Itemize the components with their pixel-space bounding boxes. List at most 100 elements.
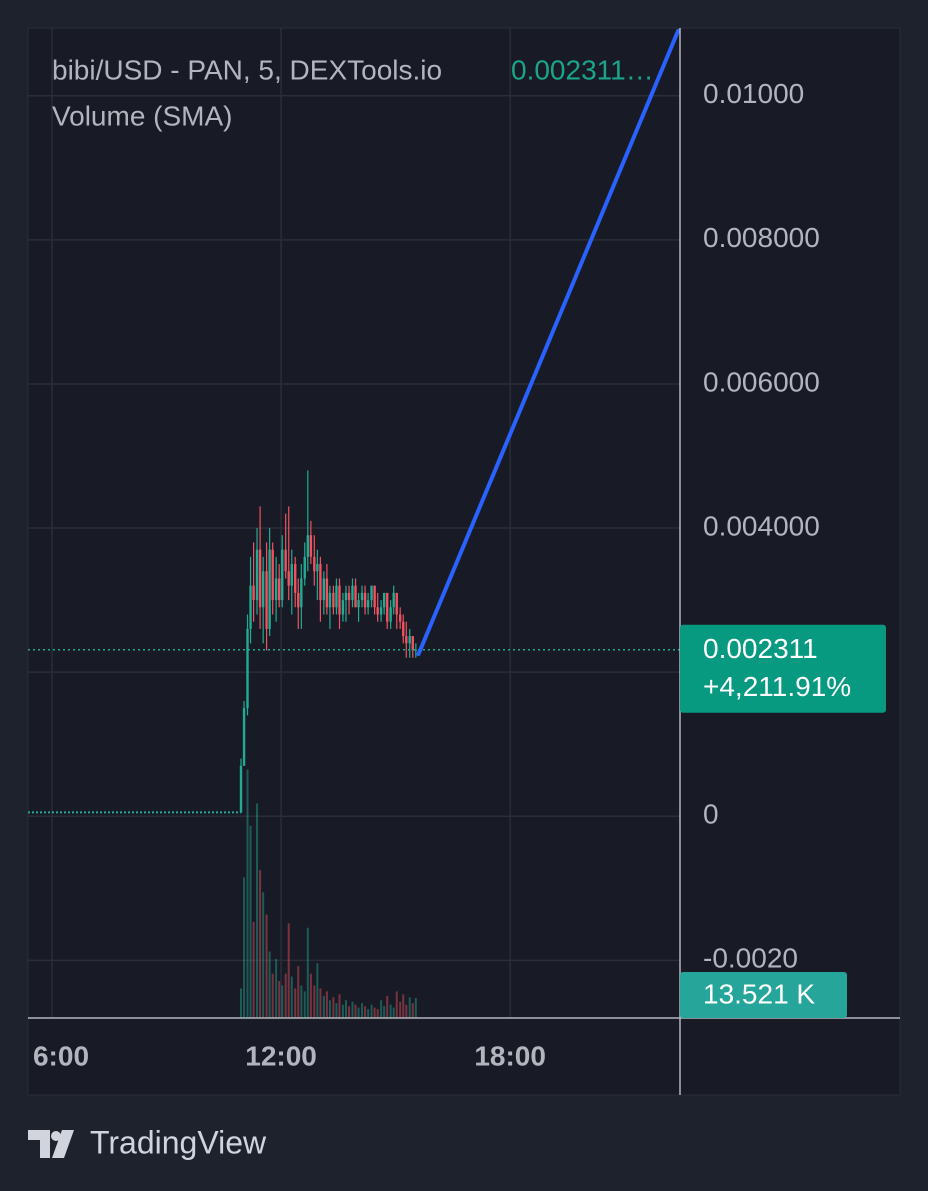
y-tick-label: 0.004000 <box>703 510 820 541</box>
candle-body <box>379 607 383 615</box>
candle-body <box>277 578 281 601</box>
volume-bar <box>240 988 243 1018</box>
candle-body <box>287 571 290 586</box>
candle-body <box>392 592 395 608</box>
grid <box>28 28 680 1018</box>
volume-bar <box>405 1004 408 1018</box>
volume-bar <box>354 1004 357 1018</box>
candle-body <box>252 585 255 601</box>
x-tick-label: 12:00 <box>245 1040 317 1071</box>
candle-body <box>297 592 300 608</box>
volume-bar <box>303 991 306 1018</box>
candle-body <box>274 578 278 601</box>
volume-bar <box>328 1000 331 1018</box>
volume-bar <box>348 1006 351 1018</box>
volume-badge-value: 13.521 K <box>703 978 815 1009</box>
volume-bar <box>332 997 335 1018</box>
price-badge-value: 0.002311 <box>703 633 818 664</box>
candle-body <box>284 549 287 572</box>
volume-bar <box>402 994 405 1018</box>
volume-bar <box>281 985 284 1018</box>
candle-body <box>281 549 284 601</box>
brand: TradingView <box>90 1124 267 1160</box>
volume-bar <box>294 988 297 1018</box>
volume-bar <box>395 991 398 1018</box>
volume-bar <box>259 870 262 1018</box>
volume-bar <box>367 1009 370 1018</box>
candle-body <box>398 614 402 622</box>
volume-bar <box>243 877 246 1018</box>
legend-title: bibi/USD - PAN, 5, DEXTools.io <box>52 54 442 85</box>
volume-bar <box>392 1007 395 1018</box>
volume-bar <box>389 1004 392 1018</box>
candle-body <box>363 592 367 608</box>
candle-body <box>366 600 370 608</box>
volume-bar <box>278 981 281 1018</box>
candle-body <box>303 556 306 579</box>
volume-bar <box>246 769 249 1018</box>
chart-pane <box>27 27 901 1096</box>
candle-body <box>290 564 293 586</box>
tradingview-logo: TradingView <box>28 1124 267 1160</box>
volume-bar <box>414 997 417 1018</box>
volume-bar <box>252 921 255 1018</box>
volume-bar <box>338 994 341 1018</box>
candle-body <box>357 600 360 608</box>
volume-bar <box>306 927 309 1018</box>
price-badge <box>680 624 886 713</box>
volume-bar <box>275 958 278 1018</box>
candle-body <box>351 585 354 601</box>
candle-body <box>261 571 265 608</box>
volume-bar <box>383 1006 386 1018</box>
candle-body <box>376 607 379 615</box>
candle-body <box>316 564 319 572</box>
volume-bar <box>380 1000 383 1018</box>
candle-body <box>268 549 271 629</box>
candle-body <box>328 592 332 608</box>
volume-bar <box>309 973 312 1018</box>
volume-bar <box>399 1001 402 1018</box>
volume-bar <box>319 988 322 1018</box>
candle-body <box>246 628 249 709</box>
volume-bar <box>290 976 293 1018</box>
candle-body <box>242 708 246 766</box>
y-tick-label: 0 <box>703 799 719 830</box>
volume-bar <box>357 1007 360 1018</box>
candle-body <box>322 578 326 601</box>
candle-body <box>405 636 408 644</box>
volume-bar <box>287 923 290 1018</box>
candle-body <box>265 571 268 629</box>
x-tick-label: 18:00 <box>474 1040 546 1071</box>
volume-bar <box>256 803 259 1018</box>
volume-bar <box>316 963 319 1018</box>
y-tick-label: 0.006000 <box>703 366 820 397</box>
candle-body <box>354 585 357 608</box>
volume-bar <box>313 985 316 1018</box>
candle-body <box>360 592 364 601</box>
legend-price: 0.002311… <box>511 54 654 85</box>
candle-body <box>300 578 303 608</box>
candle-body <box>347 592 351 601</box>
volume-bar <box>344 1000 347 1018</box>
candle-body <box>382 592 386 608</box>
volume-badge <box>680 972 847 1018</box>
volume-bar <box>373 1007 376 1018</box>
candle-body <box>313 556 316 572</box>
volume-bar <box>271 973 274 1018</box>
volume-bar <box>268 951 271 1018</box>
candle-body <box>255 549 259 601</box>
axes: -0.002000.0020000.0040000.0060000.008000… <box>33 78 886 1071</box>
price-badge-change: +4,211.91% <box>703 671 851 702</box>
candle-body <box>389 607 392 622</box>
candle-body <box>309 535 313 557</box>
plot-area <box>28 28 680 1018</box>
candle-body <box>338 585 341 615</box>
volume-bar <box>408 997 411 1018</box>
candle-body <box>306 535 310 557</box>
candle-body <box>386 592 389 622</box>
candle-body <box>271 549 274 601</box>
candle-body <box>395 592 398 615</box>
candle-body <box>344 592 348 601</box>
volume-bar <box>262 892 265 1018</box>
